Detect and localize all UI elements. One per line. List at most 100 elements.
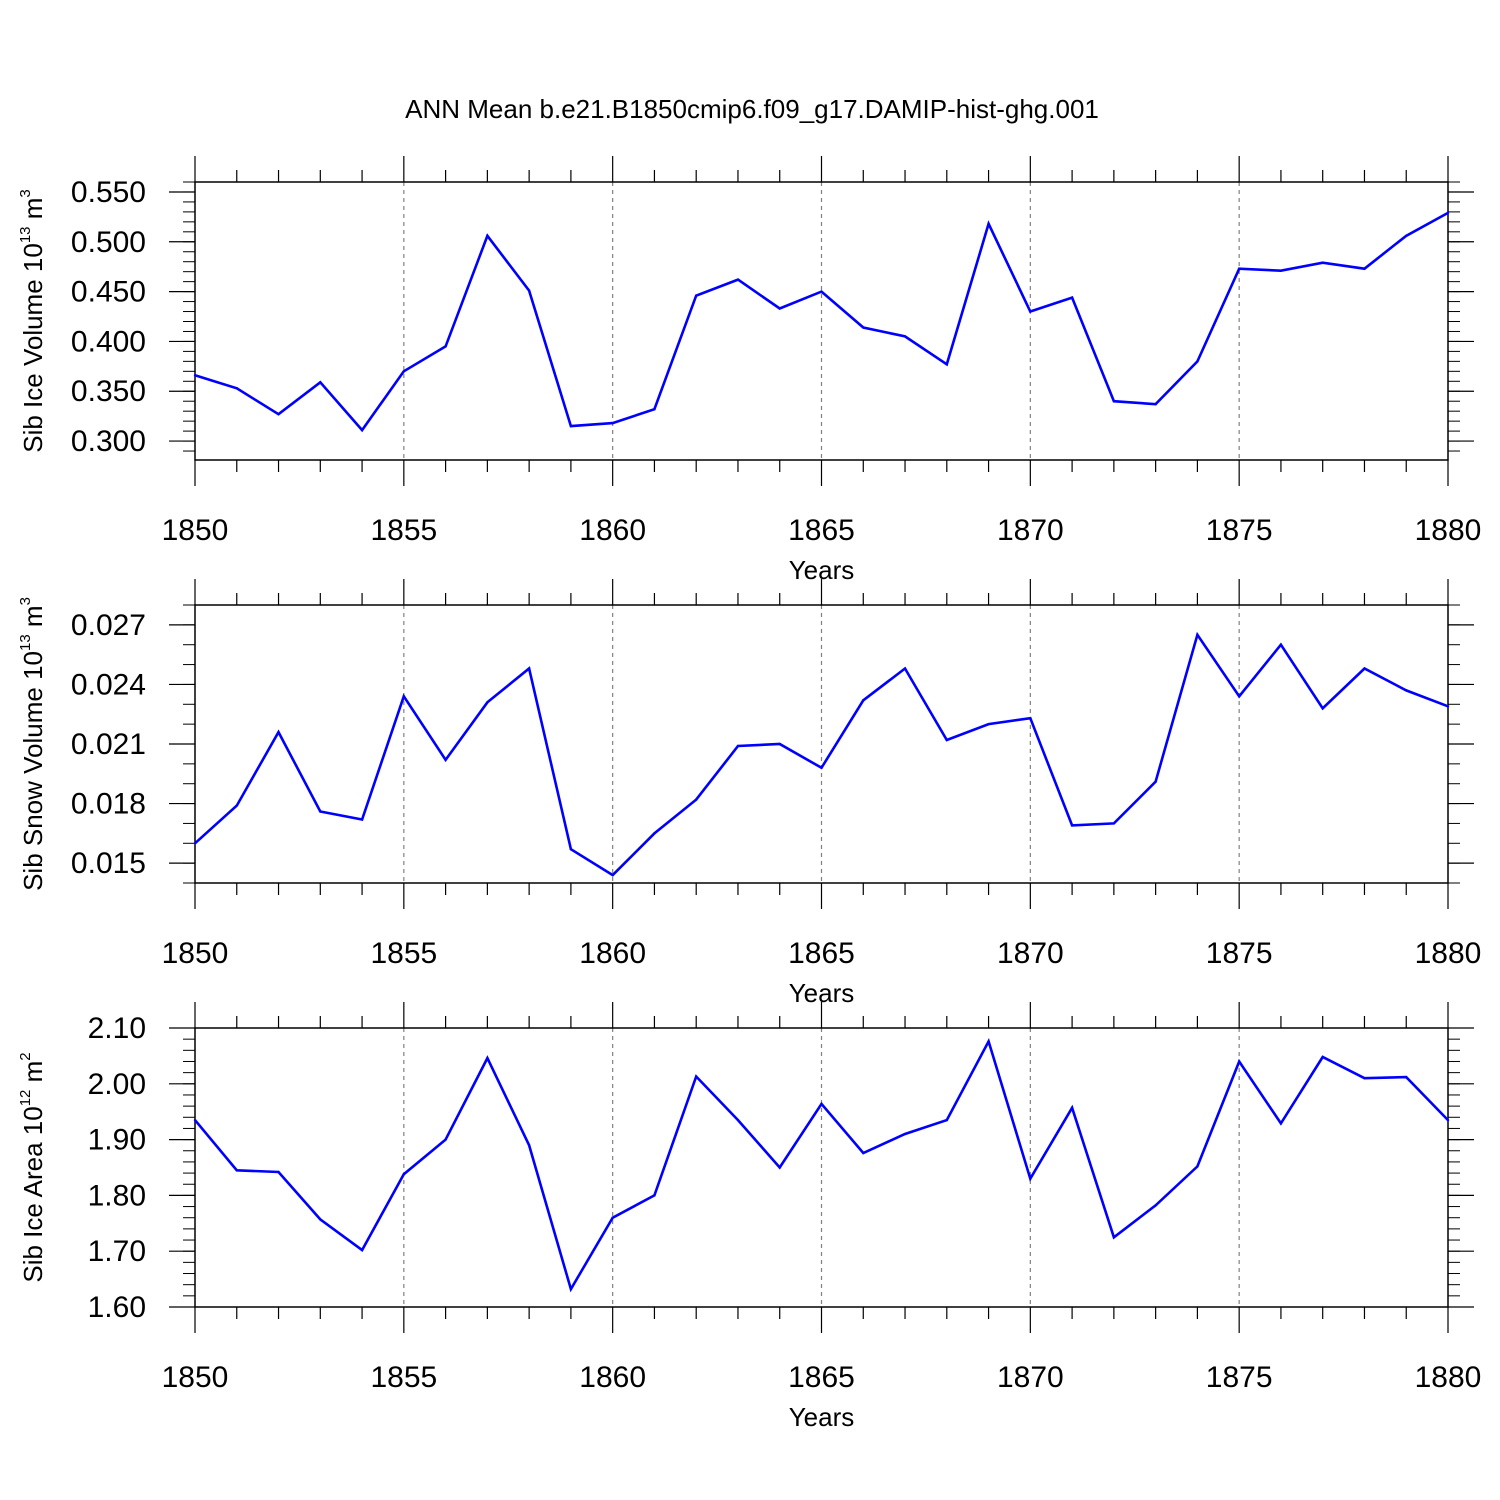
data-point xyxy=(1446,705,1450,708)
data-point xyxy=(360,428,364,432)
y-tick-label: 1.70 xyxy=(88,1235,146,1268)
x-tick-label: 1865 xyxy=(788,1361,855,1394)
y-tick-label: 0.350 xyxy=(71,375,146,408)
y-tick-label: 0.027 xyxy=(71,609,146,642)
data-point xyxy=(277,412,280,416)
data-point xyxy=(611,873,614,877)
data-point xyxy=(1029,1177,1032,1180)
y-axis-label-unit-exponent: 3 xyxy=(17,597,34,605)
data-point xyxy=(862,326,865,329)
data-point xyxy=(1237,1060,1241,1063)
data-point xyxy=(1112,400,1116,403)
y-tick-label: 0.400 xyxy=(71,325,146,358)
y-axis-label-unit: m xyxy=(18,605,48,634)
data-point xyxy=(1237,267,1241,270)
data-point xyxy=(1112,822,1116,825)
y-axis-label-unit: m xyxy=(18,198,48,227)
data-point xyxy=(945,1118,948,1122)
data-point xyxy=(903,335,907,338)
chart-panel-1: 1850 1855 1860 1865 1870 1875 1880Years0.3000.… xyxy=(17,156,1481,585)
data-point xyxy=(1070,296,1074,299)
x-tick-label: 1860 xyxy=(579,1361,646,1394)
x-tick-label: 1855 xyxy=(370,937,437,970)
x-tick-label: 1865 xyxy=(788,514,855,547)
x-axis-label: Years xyxy=(789,1402,855,1432)
data-point xyxy=(695,1075,698,1078)
data-point xyxy=(736,1118,740,1122)
data-point xyxy=(653,407,656,411)
y-axis-label: Sib Snow Volume 1013 m3 xyxy=(17,597,48,891)
data-point xyxy=(945,738,948,742)
data-point xyxy=(569,848,573,851)
data-point xyxy=(235,387,238,390)
data-point xyxy=(444,1138,447,1141)
x-tick-label: 1875 xyxy=(1206,937,1273,970)
y-tick-label: 0.024 xyxy=(71,668,146,701)
data-point xyxy=(736,278,740,281)
data-point xyxy=(1279,643,1283,646)
data-point xyxy=(1154,1204,1157,1207)
data-point xyxy=(820,1102,823,1106)
x-tick-label: 1860 xyxy=(579,937,646,970)
data-point xyxy=(778,307,781,310)
data-point xyxy=(736,744,740,748)
x-tick-label: 1865 xyxy=(788,937,855,970)
panels: 1850 1855 1860 1865 1870 1875 1880 Years 0.300 0.… xyxy=(17,156,1481,1432)
y-tick-label: 0.015 xyxy=(71,847,146,880)
y-tick-label: 2.00 xyxy=(88,1068,146,1101)
data-point xyxy=(987,722,990,726)
data-point xyxy=(402,695,406,698)
y-axis-label-text: Sib Ice Area 10 xyxy=(18,1106,48,1282)
data-point xyxy=(1363,267,1366,270)
data-point xyxy=(402,1172,406,1176)
data-point xyxy=(987,222,990,226)
x-tick-label: 1870 xyxy=(997,514,1064,547)
y-axis-label-unit-exponent: 3 xyxy=(17,189,34,197)
data-point xyxy=(778,1166,781,1169)
y-axis-label: Sib Ice Area 1012 m2 xyxy=(17,1052,48,1282)
x-tick-label: 1850 xyxy=(162,514,229,547)
data-point xyxy=(360,1248,364,1252)
chart-panel-2: 1850 1855 1860 1865 1870 1875 1880Years0.0150.… xyxy=(17,579,1481,1008)
data-point xyxy=(1196,1165,1199,1168)
x-tick-label: 1880 xyxy=(1415,514,1482,547)
data-point xyxy=(820,766,823,770)
y-tick-label: 1.90 xyxy=(88,1124,146,1157)
data-point xyxy=(319,1218,322,1221)
y-tick-label: 1.80 xyxy=(88,1179,146,1212)
data-point xyxy=(862,1151,865,1155)
y-tick-label: 2.10 xyxy=(88,1012,146,1045)
data-point xyxy=(1279,1122,1283,1125)
data-point xyxy=(486,1056,489,1060)
data-point xyxy=(903,667,907,670)
data-point xyxy=(486,234,489,238)
y-axis-label-text: Sib Snow Volume 10 xyxy=(18,651,48,891)
data-point xyxy=(1112,1236,1116,1239)
x-tick-label: 1855 xyxy=(370,1361,437,1394)
data-point xyxy=(1405,234,1408,238)
data-point xyxy=(527,1143,531,1147)
data-point xyxy=(527,667,531,670)
data-point xyxy=(611,1216,614,1219)
y-axis-label-exponent: 12 xyxy=(17,1090,34,1107)
x-tick-label: 1850 xyxy=(162,937,229,970)
x-tick-label: 1860 xyxy=(579,514,646,547)
data-point xyxy=(193,1118,197,1122)
y-axis-label-unit-exponent: 2 xyxy=(17,1052,34,1060)
data-point xyxy=(1321,261,1324,264)
data-point xyxy=(695,294,698,297)
data-point xyxy=(569,1287,573,1291)
chart-panel-3: 1850 1855 1860 1865 1870 1875 1880 Years 1.60 1.7… xyxy=(17,1002,1481,1432)
y-axis-label-unit: m xyxy=(18,1061,48,1090)
data-point xyxy=(1321,1055,1324,1059)
data-point xyxy=(1070,1106,1074,1109)
data-point xyxy=(1196,360,1199,363)
data-point xyxy=(862,699,865,702)
data-point xyxy=(277,1170,280,1174)
x-tick-label: 1880 xyxy=(1415,937,1482,970)
data-point xyxy=(444,758,447,762)
data-point xyxy=(1029,716,1032,720)
x-tick-label: 1875 xyxy=(1206,1361,1273,1394)
data-point xyxy=(193,842,197,845)
